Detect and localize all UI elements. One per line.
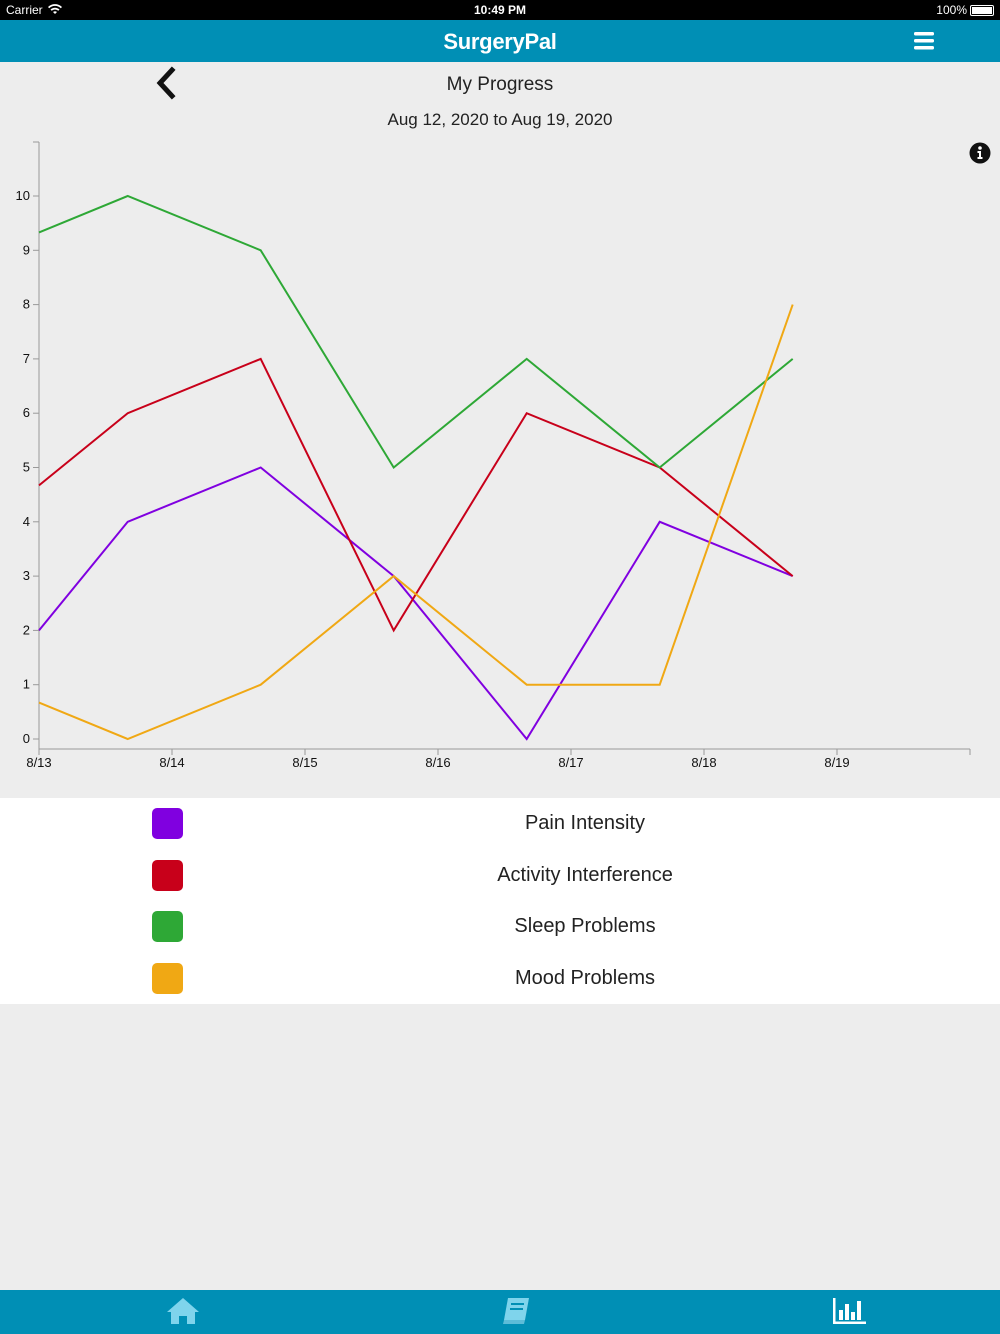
date-range: Aug 12, 2020 to Aug 19, 2020 bbox=[387, 110, 613, 129]
legend-swatch bbox=[152, 859, 183, 891]
legend-swatch bbox=[152, 962, 183, 994]
y-tick-label: 1 bbox=[23, 677, 30, 692]
tab-home[interactable] bbox=[153, 1290, 213, 1334]
chevron-left-icon[interactable] bbox=[150, 66, 182, 100]
y-tick-label: 3 bbox=[23, 568, 30, 583]
x-tick-label: 8/14 bbox=[159, 755, 184, 770]
legend-label: Sleep Problems bbox=[514, 915, 656, 937]
y-tick-label: 4 bbox=[23, 514, 30, 529]
home-icon bbox=[167, 1298, 199, 1324]
x-tick-label: 8/19 bbox=[824, 755, 849, 770]
legend-label: Mood Problems bbox=[514, 966, 656, 989]
y-tick-label: 6 bbox=[23, 405, 30, 420]
legend-label: Pain Intensity bbox=[524, 812, 646, 834]
y-tick-label: 10 bbox=[16, 188, 30, 203]
nav-bar: SurgeryPal bbox=[0, 20, 1000, 62]
legend-item: Sleep Problems bbox=[0, 901, 1000, 952]
chart-legend: Pain Intensity Activity Interference Sleep… bbox=[0, 798, 1000, 1004]
series-line-pain-intensity bbox=[38, 466, 794, 741]
page-title: My Progress bbox=[446, 74, 554, 95]
status-bar: Carrier 10:49 PM 100% bbox=[0, 0, 1000, 20]
battery-percent: 100% bbox=[936, 3, 967, 17]
x-tick-label: 8/17 bbox=[558, 755, 583, 770]
info-circle-icon[interactable] bbox=[968, 141, 992, 165]
y-tick-label: 7 bbox=[23, 351, 30, 366]
legend-swatch bbox=[152, 808, 183, 839]
tab-progress[interactable] bbox=[819, 1290, 879, 1334]
book-icon bbox=[503, 1298, 529, 1324]
carrier-label: Carrier bbox=[6, 3, 43, 17]
series-line-mood-problems bbox=[38, 304, 794, 741]
x-tick-label: 8/15 bbox=[292, 755, 317, 770]
y-tick-label: 5 bbox=[23, 460, 30, 475]
hamburger-menu-icon[interactable] bbox=[908, 30, 940, 54]
y-tick-label: 9 bbox=[23, 242, 30, 257]
tab-bar bbox=[0, 1290, 1000, 1334]
legend-swatch bbox=[152, 911, 183, 942]
series-line-activity-interference bbox=[38, 357, 794, 633]
series-line-sleep-problems bbox=[38, 194, 794, 469]
legend-item: Activity Interference bbox=[0, 850, 1000, 901]
tab-learn[interactable] bbox=[486, 1290, 546, 1334]
legend-item: Pain Intensity bbox=[0, 798, 1000, 849]
y-tick-label: 0 bbox=[23, 731, 30, 746]
x-tick-label: 8/18 bbox=[691, 755, 716, 770]
x-tick-label: 8/16 bbox=[425, 755, 450, 770]
y-tick-label: 2 bbox=[23, 622, 30, 637]
app-title: SurgeryPal bbox=[443, 29, 557, 54]
progress-line-chart: 0 1 2 3 4 5 6 7 8 9 10 8/13 8/14 8/15 8/16 8/17 8/18 8/19 bbox=[16, 141, 971, 770]
battery-icon bbox=[970, 5, 994, 16]
wifi-icon bbox=[48, 4, 62, 18]
clock: 10:49 PM bbox=[473, 3, 527, 17]
legend-item: Mood Problems bbox=[0, 953, 1000, 1004]
legend-label: Activity Interference bbox=[497, 863, 673, 886]
x-tick-label: 8/13 bbox=[26, 755, 51, 770]
y-tick-label: 8 bbox=[23, 297, 30, 312]
bar-chart-icon bbox=[833, 1298, 866, 1324]
